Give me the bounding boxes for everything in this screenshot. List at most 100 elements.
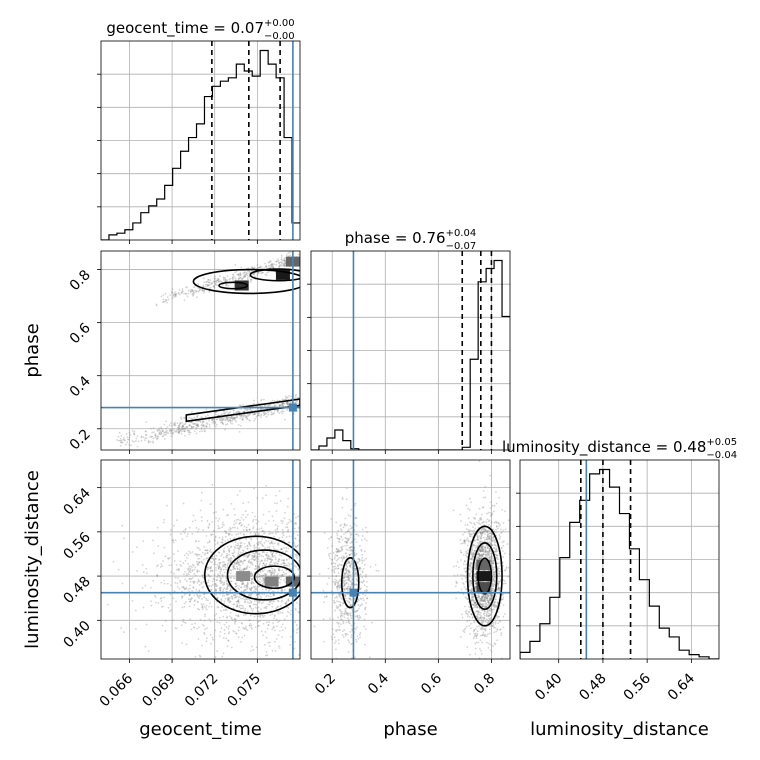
scatter-point xyxy=(290,587,293,589)
scatter-point xyxy=(278,261,281,264)
scatter-point xyxy=(222,276,225,279)
scatter-point xyxy=(337,600,340,603)
scatter-point xyxy=(250,582,253,584)
scatter-point xyxy=(158,429,161,432)
scatter-point xyxy=(240,407,243,410)
scatter-point xyxy=(343,576,346,579)
scatter-point xyxy=(156,574,159,577)
scatter-point xyxy=(248,553,251,556)
scatter-point xyxy=(172,293,175,296)
scatter-point xyxy=(213,423,216,426)
scatter-point xyxy=(215,554,218,557)
scatter-point xyxy=(197,595,200,598)
scatter-point xyxy=(249,595,252,598)
scatter-point xyxy=(489,525,492,527)
scatter-point xyxy=(482,528,485,531)
scatter-point xyxy=(364,550,366,553)
scatter-point xyxy=(348,601,351,604)
scatter-point xyxy=(270,540,273,543)
contour-band xyxy=(185,398,300,423)
scatter-point xyxy=(221,418,224,421)
scatter-point xyxy=(359,588,362,591)
scatter-point xyxy=(484,528,487,531)
scatter-point xyxy=(218,279,221,282)
scatter-point xyxy=(361,562,364,565)
scatter-point xyxy=(186,533,189,535)
scatter-point xyxy=(336,554,339,557)
scatter-point xyxy=(255,588,258,591)
scatter-point xyxy=(333,601,336,604)
scatter-point xyxy=(364,607,366,610)
scatter-point xyxy=(285,550,287,553)
scatter-point xyxy=(205,549,208,552)
scatter-point xyxy=(259,405,262,408)
scatter-point xyxy=(283,559,285,562)
scatter-point xyxy=(223,600,226,603)
scatter-point xyxy=(158,427,161,430)
scatter-point xyxy=(342,581,345,584)
scatter-point xyxy=(231,418,234,421)
scatter-point xyxy=(336,584,339,586)
scatter-point xyxy=(234,263,237,266)
scatter-point xyxy=(217,567,220,570)
scatter-point xyxy=(344,633,347,635)
scatter-point xyxy=(273,593,276,596)
scatter-point xyxy=(235,582,238,585)
scatter-point xyxy=(243,628,246,630)
scatter-point xyxy=(186,426,189,428)
scatter-point xyxy=(168,429,171,432)
scatter-point xyxy=(231,420,234,422)
scatter-point xyxy=(277,544,280,546)
scatter-point xyxy=(245,628,248,630)
scatter-point xyxy=(246,277,249,279)
scatter-point xyxy=(181,606,184,609)
scatter-point xyxy=(281,403,283,406)
scatter-point xyxy=(487,610,489,612)
scatter-point xyxy=(334,648,337,651)
scatter-point xyxy=(204,552,207,555)
scatter-point xyxy=(203,605,206,608)
scatter-point xyxy=(347,639,350,642)
scatter-point xyxy=(333,562,335,564)
scatter-point xyxy=(252,520,254,523)
scatter-point xyxy=(175,568,178,571)
scatter-point xyxy=(134,627,137,630)
scatter-point xyxy=(181,586,184,588)
scatter-point xyxy=(221,542,224,544)
scatter-point xyxy=(182,586,185,588)
scatter-point xyxy=(216,564,219,566)
scatter-point xyxy=(487,646,490,649)
scatter-point xyxy=(278,620,281,623)
scatter-point xyxy=(197,540,200,543)
scatter-point xyxy=(195,540,197,543)
scatter-point xyxy=(233,551,236,554)
scatter-point xyxy=(224,423,227,426)
scatter-point xyxy=(237,563,240,566)
scatter-point xyxy=(228,631,231,633)
scatter-point xyxy=(200,603,203,605)
scatter-point xyxy=(480,553,483,556)
scatter-point xyxy=(254,533,257,536)
scatter-point xyxy=(262,570,264,573)
scatter-point xyxy=(474,605,476,607)
scatter-point xyxy=(284,264,286,266)
scatter-point xyxy=(202,277,205,280)
scatter-point xyxy=(155,601,157,604)
scatter-point xyxy=(239,532,242,535)
scatter-point xyxy=(276,543,279,545)
scatter-point xyxy=(200,424,203,426)
scatter-point xyxy=(257,541,260,544)
scatter-point xyxy=(236,600,239,603)
scatter-point xyxy=(186,572,188,575)
scatter-point xyxy=(279,403,281,406)
scatter-point xyxy=(350,533,353,536)
scatter-point xyxy=(226,587,229,590)
scatter-point xyxy=(492,568,495,570)
scatter-point xyxy=(501,531,504,534)
scatter-point xyxy=(281,548,284,551)
scatter-point xyxy=(183,427,186,430)
scatter-point xyxy=(263,614,266,617)
scatter-point xyxy=(270,573,273,576)
scatter-point xyxy=(265,412,268,415)
scatter-point xyxy=(479,550,482,553)
